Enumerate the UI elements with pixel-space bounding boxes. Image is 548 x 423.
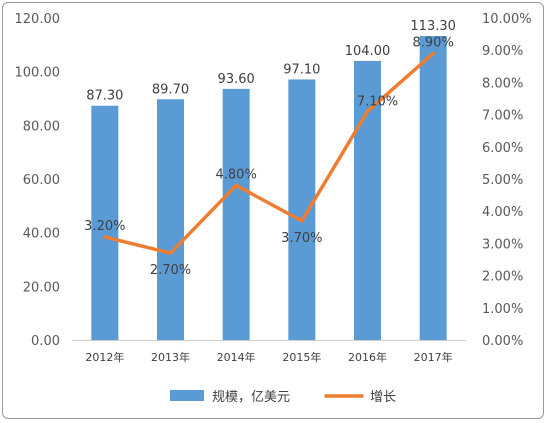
line-data-label: 7.10% (357, 94, 398, 109)
y-axis-tick-label: 20.00 (23, 280, 60, 295)
line-point (103, 235, 107, 239)
x-axis-tick-label: 2016年 (348, 350, 387, 364)
y2-axis-tick-label: 8.00% (482, 76, 523, 91)
y2-axis-tick-label: 4.00% (482, 205, 523, 220)
y-axis-tick-label: 0.00 (31, 334, 60, 349)
y-axis-tick-label: 60.00 (23, 173, 60, 188)
x-axis-tick-label: 2014年 (217, 350, 256, 364)
y2-axis-tick-label: 1.00% (482, 302, 523, 317)
line-point (300, 219, 304, 223)
x-axis-tick-label: 2015年 (282, 350, 321, 364)
y-axis-tick-label: 80.00 (23, 119, 60, 134)
y2-axis-tick-label: 5.00% (482, 173, 523, 188)
x-axis-tick-label: 2013年 (151, 350, 190, 364)
y2-axis-tick-label: 0.00% (482, 334, 523, 349)
line-point (168, 251, 173, 255)
line-data-label: 8.90% (413, 35, 454, 50)
bar-data-label: 93.60 (218, 72, 255, 87)
y2-axis-tick-label: 6.00% (482, 141, 523, 156)
bar-data-label: 87.30 (86, 89, 123, 104)
bar (157, 99, 184, 341)
line-data-label: 2.70% (150, 263, 191, 278)
legend-line-label: 增长 (370, 390, 396, 405)
y2-axis-tick-label: 3.00% (482, 237, 523, 252)
y2-axis-tick-label: 9.00% (482, 44, 523, 59)
y-axis-tick-label: 40.00 (23, 227, 60, 242)
line-data-label: 4.80% (216, 167, 257, 182)
x-axis-tick-label: 2012年 (85, 350, 124, 364)
bar-data-label: 97.10 (283, 62, 320, 77)
bar-data-label: 89.70 (152, 82, 189, 97)
bar-data-label: 104.00 (345, 44, 391, 59)
growth-series-line (103, 51, 435, 255)
bar (354, 60, 381, 340)
line-point (234, 183, 238, 188)
y2-axis-tick-label: 2.00% (482, 270, 523, 285)
bar-data-label: 113.30 (410, 19, 456, 34)
legend-bar-label: 规模，亿美元 (212, 390, 290, 405)
y2-axis-tick-label: 7.00% (482, 109, 523, 124)
x-axis-tick-label: 2017年 (414, 350, 453, 364)
bar (91, 105, 119, 341)
line-data-label: 3.70% (281, 231, 322, 246)
line-point (365, 109, 370, 114)
bar (222, 88, 250, 340)
y2-axis-tick-label: 10.00% (482, 12, 532, 27)
bar (419, 35, 447, 340)
line-point (431, 51, 435, 56)
bar (288, 79, 316, 340)
line-data-label: 3.20% (84, 219, 125, 234)
legend-bar-swatch (170, 390, 204, 401)
y-axis-tick-label: 120.00 (15, 12, 61, 27)
y-axis-tick-label: 100.00 (15, 66, 61, 81)
